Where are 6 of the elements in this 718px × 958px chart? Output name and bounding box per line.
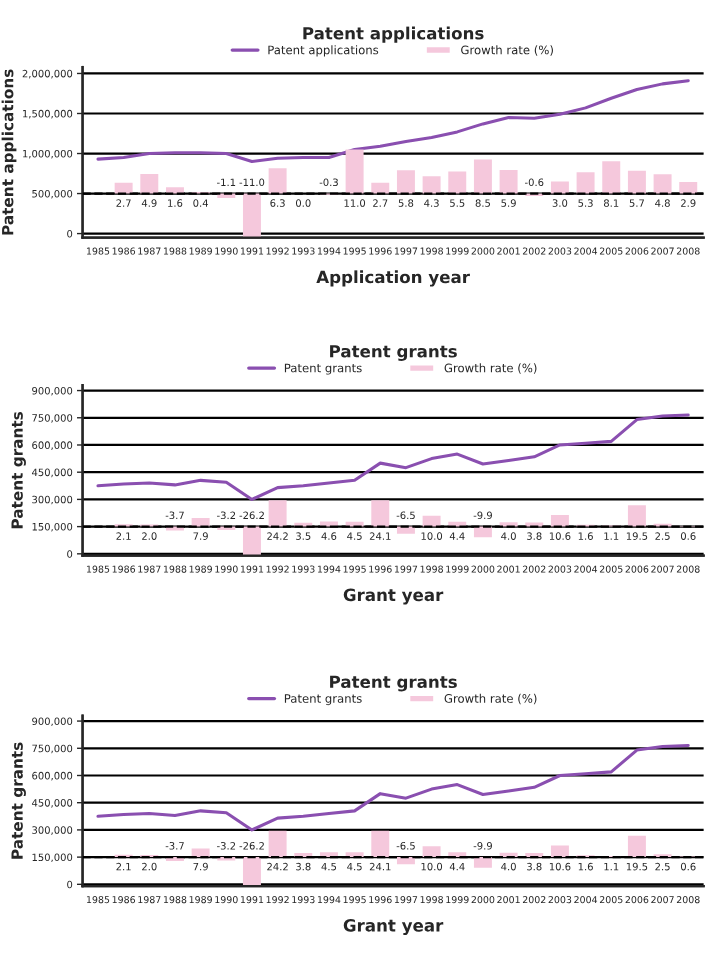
chart-title: Patent applications	[303, 26, 484, 43]
chart-title: Patent grants	[330, 345, 457, 361]
chart-title: Patent grants	[330, 675, 457, 692]
x-axis-title: Application year	[316, 270, 470, 287]
x-axis-title: Grant year	[343, 588, 444, 605]
x-axis-title: Grant year	[343, 919, 444, 936]
